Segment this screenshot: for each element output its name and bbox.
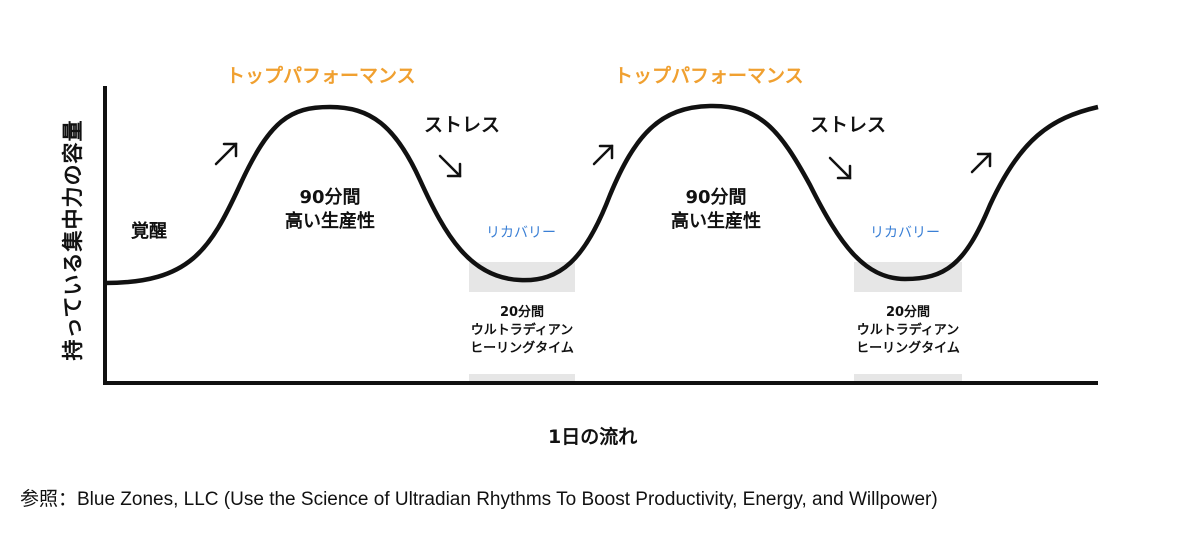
productivity-duration: 90分間 bbox=[299, 187, 361, 208]
productivity-duration: 90分間 bbox=[685, 187, 747, 208]
source-note: 参照：Blue Zones, LLC (Use the Science of U… bbox=[20, 489, 938, 510]
y-axis-label: 持っている集中力の容量 bbox=[61, 119, 85, 361]
healing-duration: 20分間 bbox=[885, 305, 931, 320]
productivity-label-2: 90分間 高い生産性 bbox=[660, 186, 772, 234]
stress-label-2: ストレス bbox=[810, 114, 887, 136]
concentration-curve bbox=[104, 103, 1099, 286]
x-axis-label: 1日の流れ bbox=[548, 426, 638, 448]
top-performance-label-1: トップパフォーマンス bbox=[226, 65, 416, 87]
productivity-label-1: 90分間 高い生産性 bbox=[274, 186, 386, 234]
arrow-up-right-icon bbox=[214, 142, 238, 166]
healing-type: ウルトラディアン bbox=[856, 323, 960, 338]
healing-type: ウルトラディアン bbox=[470, 323, 574, 338]
healing-zone-1 bbox=[469, 374, 575, 384]
healing-label-2: 20分間 ウルトラディアン ヒーリングタイム bbox=[832, 304, 984, 358]
awakening-label: 覚醒 bbox=[131, 221, 167, 242]
recovery-zone-1 bbox=[469, 262, 575, 292]
arrow-up-right-icon bbox=[970, 152, 992, 174]
productivity-text: 高い生産性 bbox=[671, 211, 761, 232]
healing-label-1: 20分間 ウルトラディアン ヒーリングタイム bbox=[446, 304, 598, 358]
healing-title: ヒーリングタイム bbox=[470, 341, 574, 356]
recovery-label-1: リカバリー bbox=[486, 225, 556, 241]
healing-title: ヒーリングタイム bbox=[856, 341, 960, 356]
recovery-label-2: リカバリー bbox=[870, 225, 940, 241]
arrow-down-right-icon bbox=[828, 156, 852, 180]
healing-zone-2 bbox=[854, 374, 962, 384]
healing-duration: 20分間 bbox=[499, 305, 545, 320]
stress-label-1: ストレス bbox=[424, 114, 501, 136]
arrow-up-right-icon bbox=[592, 144, 614, 166]
productivity-text: 高い生産性 bbox=[285, 211, 375, 232]
top-performance-label-2: トップパフォーマンス bbox=[614, 65, 804, 87]
arrow-down-right-icon bbox=[438, 154, 462, 178]
